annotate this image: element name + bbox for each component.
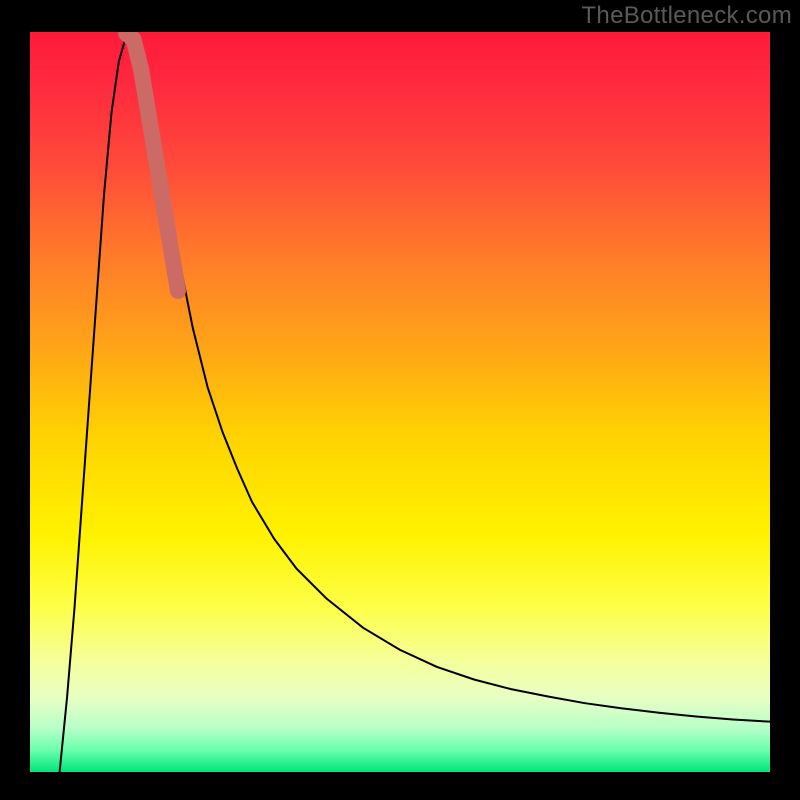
watermark-text: TheBottleneck.com [581,2,792,30]
chart-frame: TheBottleneck.com [0,0,800,800]
chart-svg [30,32,770,772]
plot-area [30,32,770,772]
gradient-background [30,32,770,772]
